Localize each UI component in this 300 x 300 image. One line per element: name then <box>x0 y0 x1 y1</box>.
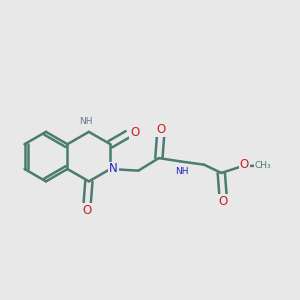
Text: O: O <box>82 204 92 217</box>
Text: NH: NH <box>80 117 93 126</box>
Text: CH₃: CH₃ <box>254 161 271 170</box>
Text: NH: NH <box>175 167 189 176</box>
Text: O: O <box>156 123 165 136</box>
Text: O: O <box>218 195 228 208</box>
Text: O: O <box>240 158 249 171</box>
Text: O: O <box>130 126 140 139</box>
Text: N: N <box>109 163 118 176</box>
